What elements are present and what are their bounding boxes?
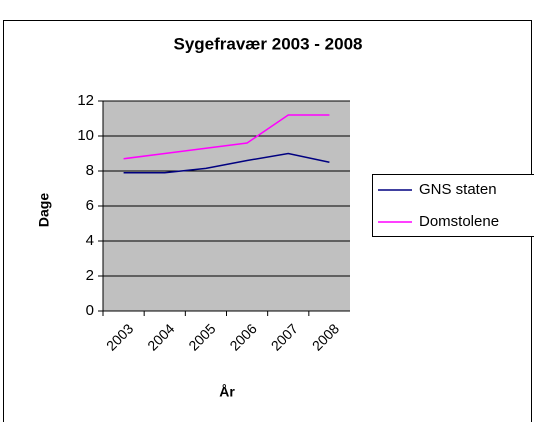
x-axis-label: År xyxy=(219,384,235,400)
y-tick-label: 4 xyxy=(86,232,94,249)
y-tick-label: 6 xyxy=(86,197,94,214)
line-series xyxy=(123,152,330,174)
line-series xyxy=(123,114,330,160)
legend-label: GNS staten xyxy=(419,181,497,198)
y-tick-label: 2 xyxy=(86,267,94,284)
y-tick-label: 0 xyxy=(86,302,94,319)
legend-label: Domstolene xyxy=(419,213,499,230)
y-tick-label: 10 xyxy=(77,127,94,144)
chart-title: Sygefravær 2003 - 2008 xyxy=(173,34,362,53)
legend-box xyxy=(372,174,534,237)
y-tick-label: 8 xyxy=(86,162,94,179)
y-axis-label: Dage xyxy=(36,193,52,227)
y-tick-label: 12 xyxy=(77,92,94,109)
